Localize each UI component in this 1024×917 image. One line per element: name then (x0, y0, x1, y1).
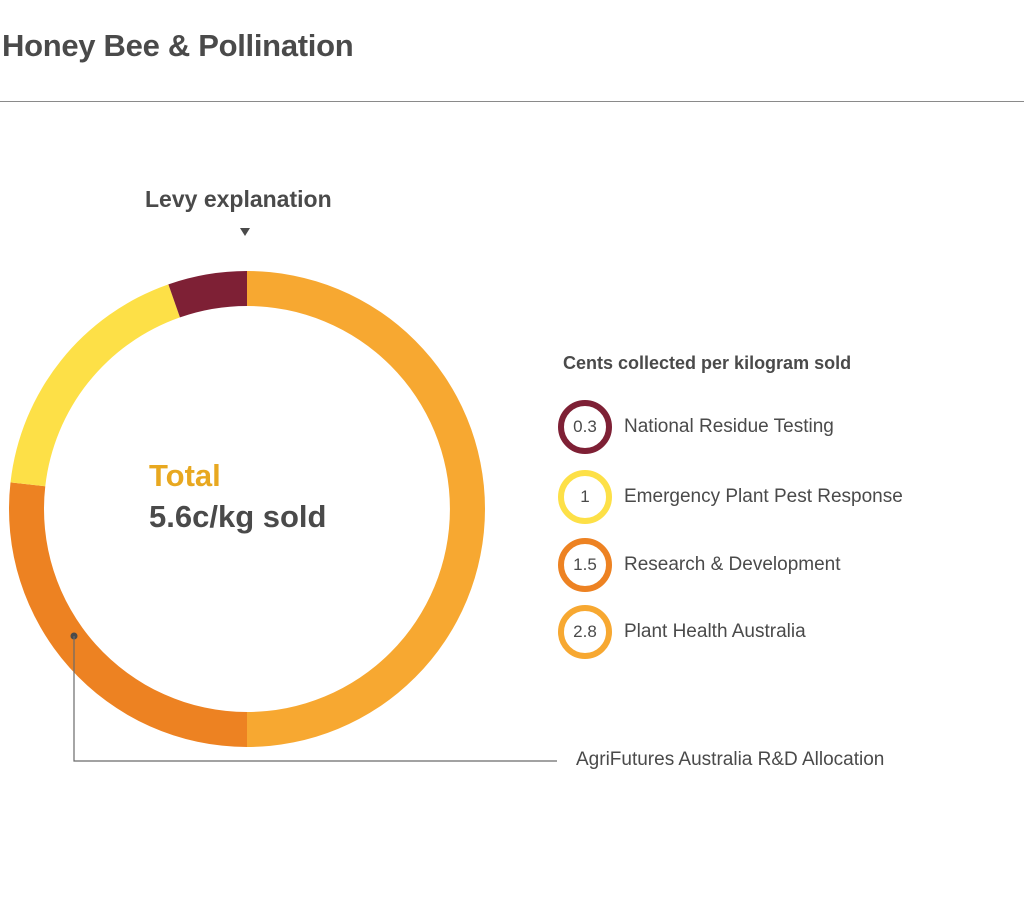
legend-badge: 1 (558, 470, 612, 524)
callout-label: AgriFutures Australia R&D Allocation (576, 749, 885, 770)
caret-down-icon (240, 228, 250, 236)
callout-line (73, 636, 557, 762)
donut-slice-plant-health-australia (247, 271, 485, 747)
legend-item-national-residue-testing: 0.3 National Residue Testing (558, 400, 834, 454)
legend-item-research-development: 1.5 Research & Development (558, 538, 841, 592)
legend-label: National Residue Testing (624, 416, 834, 437)
donut-slice-research-development (9, 482, 247, 747)
legend-label: Emergency Plant Pest Response (624, 486, 903, 507)
legend-label: Research & Development (624, 554, 841, 575)
levy-explanation-label: Levy explanation (145, 186, 332, 212)
page-title: Honey Bee & Pollination (2, 28, 354, 63)
total-value: 5.6c/kg sold (149, 499, 327, 534)
donut-slice-national-residue-testing (168, 271, 247, 318)
total-label: Total (149, 458, 221, 493)
legend-label: Plant Health Australia (624, 621, 806, 642)
title-divider (0, 101, 1024, 102)
legend-badge: 2.8 (558, 605, 612, 659)
legend-title: Cents collected per kilogram sold (563, 353, 852, 373)
legend-badge: 1.5 (558, 538, 612, 592)
legend-badge: 0.3 (558, 400, 612, 454)
legend-item-emergency-plant-pest-response: 1 Emergency Plant Pest Response (558, 470, 903, 524)
donut-slice-emergency-plant-pest-response (10, 284, 180, 487)
legend-item-plant-health-australia: 2.8 Plant Health Australia (558, 605, 806, 659)
